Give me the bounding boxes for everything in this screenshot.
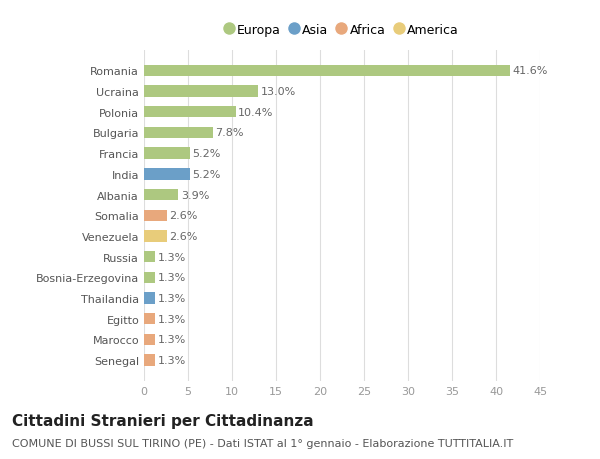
Text: 13.0%: 13.0% — [261, 87, 296, 97]
Text: 5.2%: 5.2% — [193, 149, 221, 159]
Bar — [144, 293, 155, 304]
Text: 1.3%: 1.3% — [158, 252, 187, 262]
Text: 3.9%: 3.9% — [181, 190, 209, 200]
Text: 10.4%: 10.4% — [238, 107, 274, 118]
Bar — [144, 272, 155, 283]
Text: 1.3%: 1.3% — [158, 293, 187, 303]
Bar — [144, 107, 236, 118]
Bar — [144, 313, 155, 325]
Text: 2.6%: 2.6% — [170, 211, 198, 221]
Text: Cittadini Stranieri per Cittadinanza: Cittadini Stranieri per Cittadinanza — [12, 413, 314, 428]
Bar — [144, 66, 510, 77]
Text: 7.8%: 7.8% — [215, 128, 244, 138]
Bar — [144, 190, 178, 201]
Bar — [144, 128, 212, 139]
Bar — [144, 169, 190, 180]
Text: 2.6%: 2.6% — [170, 231, 198, 241]
Bar — [144, 210, 167, 221]
Legend: Europa, Asia, Africa, America: Europa, Asia, Africa, America — [222, 20, 462, 41]
Text: 1.3%: 1.3% — [158, 355, 187, 365]
Bar — [144, 355, 155, 366]
Text: 1.3%: 1.3% — [158, 273, 187, 283]
Text: 41.6%: 41.6% — [513, 66, 548, 76]
Text: 5.2%: 5.2% — [193, 169, 221, 179]
Text: 1.3%: 1.3% — [158, 335, 187, 345]
Text: COMUNE DI BUSSI SUL TIRINO (PE) - Dati ISTAT al 1° gennaio - Elaborazione TUTTIT: COMUNE DI BUSSI SUL TIRINO (PE) - Dati I… — [12, 438, 513, 448]
Bar — [144, 252, 155, 263]
Bar — [144, 148, 190, 159]
Bar — [144, 86, 259, 97]
Text: 1.3%: 1.3% — [158, 314, 187, 324]
Bar — [144, 334, 155, 345]
Bar — [144, 231, 167, 242]
